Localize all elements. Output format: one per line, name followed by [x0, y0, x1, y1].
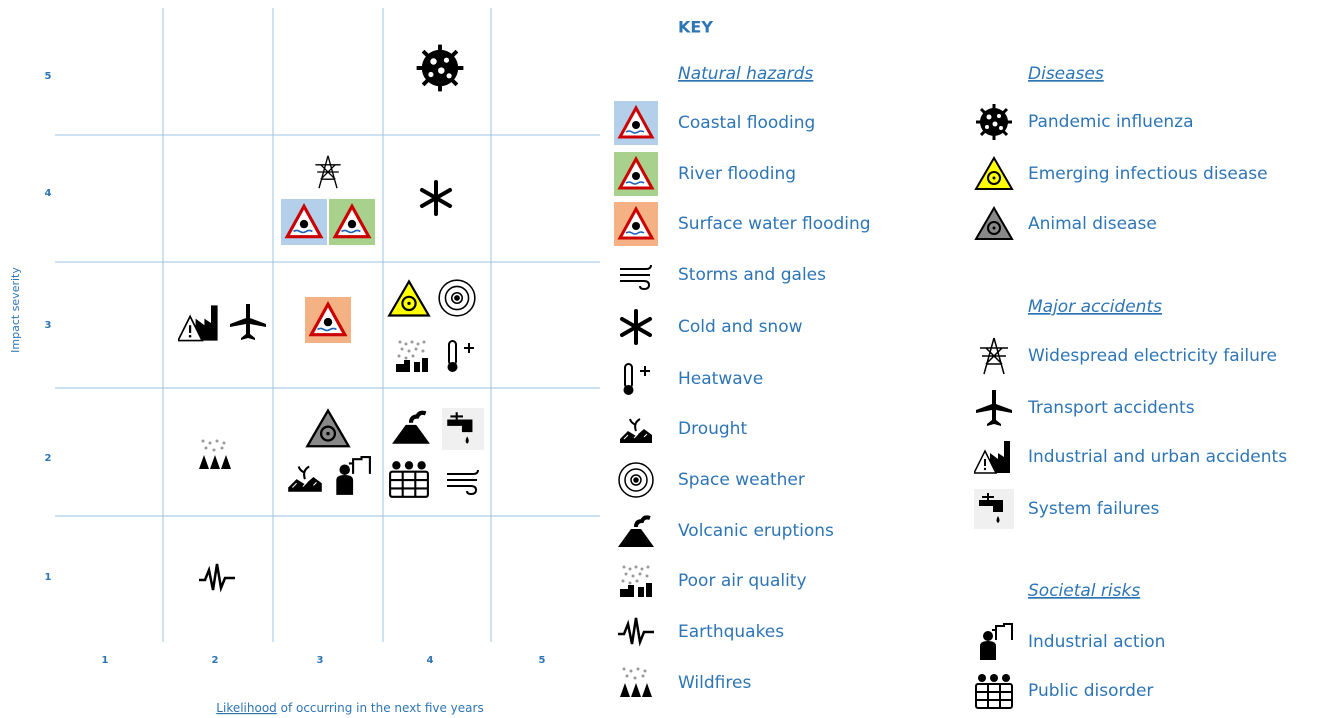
key-item: Volcanic eruptions — [678, 521, 834, 541]
key-icon — [620, 667, 652, 697]
key-icon — [622, 363, 651, 396]
key-item: Poor air quality — [678, 571, 807, 591]
key-icon — [979, 337, 1009, 375]
key-icon — [620, 309, 652, 345]
key-item: Industrial and urban accidents — [1028, 447, 1287, 467]
key-item: Space weather — [678, 470, 805, 490]
key-item: Pandemic influenza — [1028, 112, 1194, 132]
y-tick-label: 3 — [45, 320, 52, 331]
key-icon — [975, 157, 1013, 190]
key-group-title: Natural hazards — [678, 64, 813, 84]
key-icon — [979, 623, 1013, 661]
key-item: River flooding — [678, 164, 796, 184]
key-group-title: Major accidents — [1028, 297, 1162, 317]
key-item: Storms and gales — [678, 265, 826, 285]
key-item: Industrial action — [1028, 632, 1165, 652]
key-icon — [975, 207, 1013, 240]
y-tick-label: 2 — [45, 453, 52, 464]
x-axis-title-underlined: Likelihood — [216, 701, 277, 715]
y-tick-label: 1 — [45, 572, 52, 583]
key-item: Surface water flooding — [678, 214, 871, 234]
x-axis-title: Likelihood of occurring in the next five… — [216, 701, 483, 715]
key-item: Coastal flooding — [678, 113, 815, 133]
x-tick-label: 5 — [539, 655, 546, 666]
x-tick-label: 3 — [317, 655, 324, 666]
key-icon — [620, 565, 652, 597]
grid — [55, 8, 600, 642]
key-item: System failures — [1028, 499, 1159, 519]
y-axis-title: Impact severity — [9, 267, 22, 353]
y-tick-label: 5 — [45, 71, 52, 82]
key-title: KEY — [678, 18, 713, 37]
key-item: Emerging infectious disease — [1028, 164, 1268, 184]
key-item: Public disorder — [1028, 681, 1153, 701]
key-icon — [974, 440, 1011, 474]
key-icon — [618, 462, 654, 498]
key-item: Animal disease — [1028, 214, 1157, 234]
key-group-title: Diseases — [1028, 64, 1104, 84]
key-item: Drought — [678, 419, 747, 439]
key-item: Earthquakes — [678, 622, 784, 642]
key-icon — [976, 390, 1012, 426]
key-icon — [616, 616, 656, 646]
matrix-icons — [178, 42, 484, 592]
key-icon — [616, 515, 656, 549]
key-group-title: Societal risks — [1028, 581, 1140, 601]
key-icon — [975, 673, 1013, 709]
x-tick-label: 2 — [212, 655, 219, 666]
key-icon — [974, 102, 1014, 142]
x-axis-title-rest: of occurring in the next five years — [277, 701, 484, 715]
key-item: Cold and snow — [678, 317, 803, 337]
x-tick-label: 4 — [427, 655, 434, 666]
y-tick-label: 4 — [45, 188, 52, 199]
key-icon — [974, 489, 1014, 529]
key-item: Widespread electricity failure — [1028, 346, 1277, 366]
key-item: Heatwave — [678, 369, 763, 389]
key-item: Wildfires — [678, 673, 751, 693]
key-icon — [619, 264, 652, 290]
key-item: Transport accidents — [1027, 398, 1195, 418]
key-icon — [619, 418, 653, 444]
x-tick-label: 1 — [102, 655, 109, 666]
